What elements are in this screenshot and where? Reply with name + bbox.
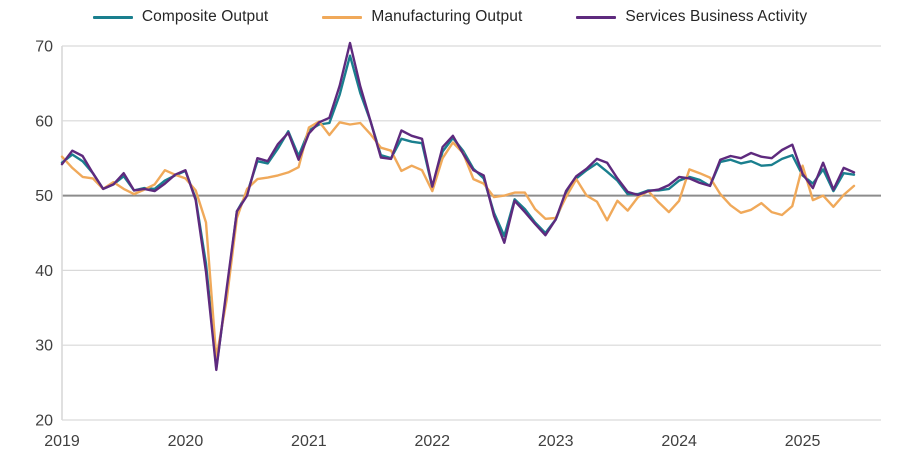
legend-item-composite-output: Composite Output [92, 8, 269, 26]
x-axis-year-label: 2024 [661, 433, 697, 450]
x-axis-year-label: 2022 [414, 433, 450, 450]
chart-legend: Composite Output Manufacturing Output Se… [0, 8, 900, 26]
legend-label-services: Services Business Activity [625, 8, 808, 25]
x-axis-year-label: 2023 [538, 433, 574, 450]
legend-swatch-services [576, 15, 617, 19]
legend-swatch-composite [92, 15, 133, 19]
series-line-composite-output [60, 54, 856, 369]
y-axis-tick-label: 60 [35, 113, 53, 130]
y-axis-tick-label: 70 [35, 39, 53, 56]
y-axis-tick-label: 40 [35, 263, 53, 280]
series-line-services-business-activity [60, 41, 856, 372]
x-axis-year-label: 2019 [44, 433, 80, 450]
x-axis-year-label: 2021 [291, 433, 327, 450]
x-axis-year-label: 2020 [168, 433, 204, 450]
legend-label-composite: Composite Output [141, 8, 269, 25]
x-axis-year-label: 2025 [785, 433, 821, 450]
y-axis-tick-label: 20 [35, 413, 53, 430]
y-axis-tick-label: 50 [35, 188, 53, 205]
legend-label-manufacturing: Manufacturing Output [371, 8, 523, 25]
legend-swatch-manufacturing [322, 15, 363, 19]
legend-item-services-activity: Services Business Activity [576, 8, 807, 26]
series-line-manufacturing-output [60, 120, 856, 360]
legend-item-manufacturing-output: Manufacturing Output [322, 8, 522, 26]
y-axis-tick-label: 30 [35, 338, 53, 355]
